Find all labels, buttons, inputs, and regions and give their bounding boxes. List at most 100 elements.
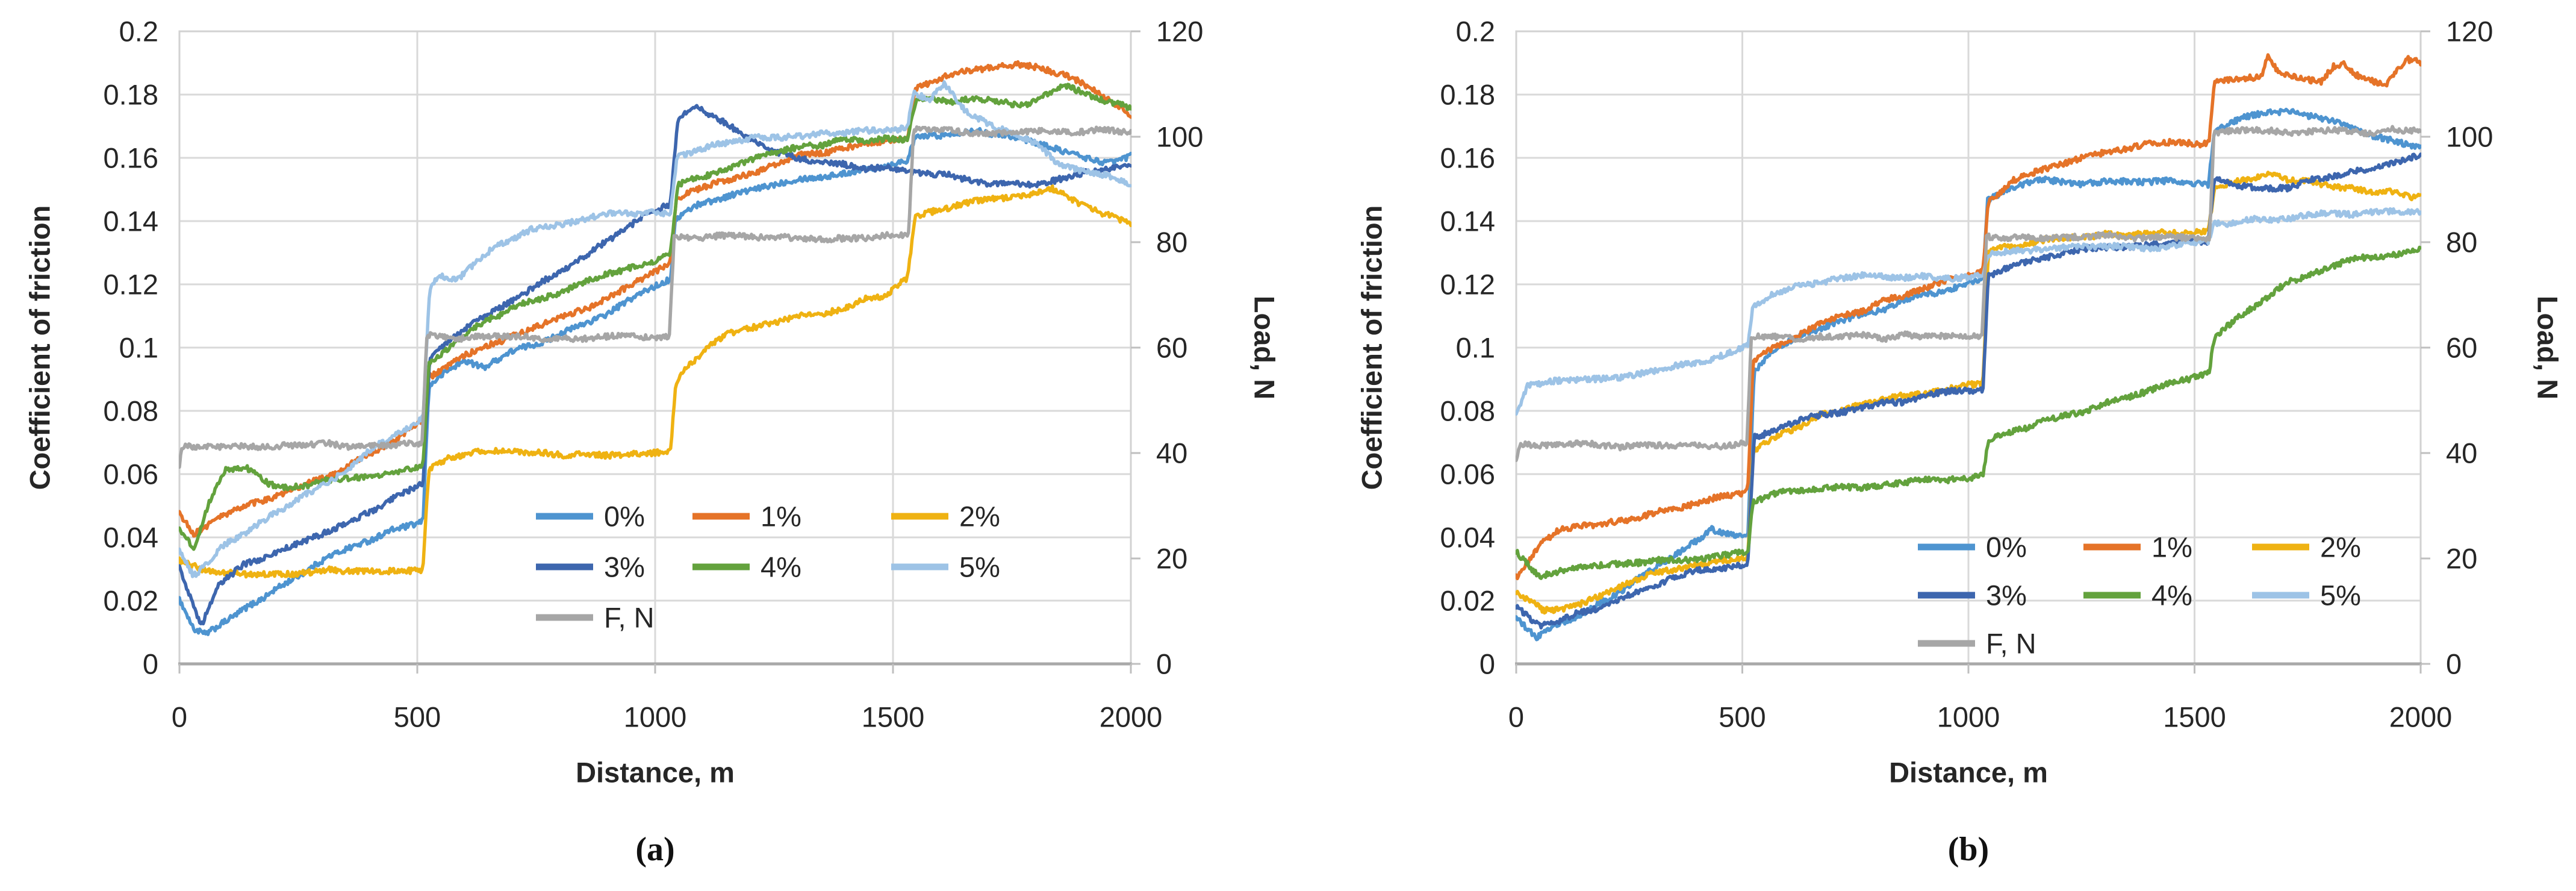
y-right-axis-title: Load, N	[2532, 296, 2564, 399]
legend-item-0%: 0%	[1918, 531, 2027, 563]
series-line-4%	[1516, 245, 2421, 580]
x-tick-label: 1500	[862, 701, 925, 733]
y-left-tick-label: 0.08	[104, 395, 158, 427]
legend-label: 4%	[2151, 580, 2192, 611]
y-left-tick-label: 0.04	[1440, 522, 1495, 554]
y-right-tick-label: 40	[1156, 437, 1187, 469]
y-right-tick-label: 80	[1156, 227, 1187, 258]
x-tick-label: 500	[1719, 701, 1766, 733]
legend-label: 2%	[2320, 531, 2361, 563]
y-left-tick-label: 0.06	[104, 458, 158, 490]
legend-label: F, N	[604, 602, 655, 634]
legend-label: 3%	[604, 551, 645, 583]
x-tick-label: 2000	[1100, 701, 1163, 733]
legend: 0% 1% 2% 3% 4% 5% F, N	[536, 501, 1000, 634]
series-line-5%	[1516, 207, 2421, 416]
legend-label: 5%	[959, 551, 1000, 583]
x-tick-label: 2000	[2389, 701, 2453, 733]
legend-label: 1%	[761, 501, 801, 533]
y-left-tick-label: 0.12	[1440, 269, 1495, 301]
x-tick-label: 1000	[624, 701, 687, 733]
y-right-tick-label: 100	[2446, 121, 2493, 153]
x-axis-title: Distance, m	[576, 757, 735, 789]
axis-ticks	[1515, 30, 2430, 674]
legend-item-0%: 0%	[536, 501, 645, 533]
legend-item-5%: 5%	[891, 551, 1000, 583]
y-left-tick-label: 0.1	[1456, 332, 1495, 364]
legend-label: 3%	[1986, 580, 2027, 611]
y-left-tick-label: 0.1	[119, 332, 158, 364]
chart-panel-b: 0 0.02 0.04 0.06 0.08 0.1 0.12 0.14 0.16 0.18 0.2 0…	[1288, 0, 2576, 891]
series-line-FN	[179, 125, 1131, 469]
x-tick-label: 0	[1508, 701, 1524, 733]
chart-a-canvas: 0 0.02 0.04 0.06 0.08 0.1 0.12 0.14 0.16 0.18 0.2 0…	[24, 16, 1281, 789]
legend-label: 0%	[604, 501, 645, 533]
y-right-axis-title: Load, N	[1249, 296, 1281, 399]
legend-item-2%: 2%	[891, 501, 1000, 533]
legend-item-5%: 5%	[2252, 580, 2361, 611]
legend-item-FN: F, N	[1918, 628, 2036, 660]
legend-item-FN: F, N	[536, 602, 655, 634]
y-left-axis-title: Coefficient of friction	[24, 205, 56, 490]
y-right-tick-label: 0	[2446, 648, 2462, 680]
x-tick-label: 500	[394, 701, 441, 733]
y-left-tick-label: 0.16	[1440, 142, 1495, 174]
legend-item-2%: 2%	[2252, 531, 2361, 563]
y-left-tick-label: 0.2	[119, 16, 158, 48]
series-group	[1516, 53, 2421, 642]
axis-ticks	[178, 30, 1140, 674]
y-right-tick-label: 100	[1156, 121, 1203, 153]
caption-a: (a)	[635, 831, 675, 868]
y-left-tick-label: 0.04	[104, 522, 158, 554]
y-left-tick-label: 0.14	[104, 205, 158, 237]
legend-label: 1%	[2151, 531, 2192, 563]
y-left-tick-label: 0.02	[104, 585, 158, 617]
chart-panel-a: 0 0.02 0.04 0.06 0.08 0.1 0.12 0.14 0.16 0.18 0.2 0…	[24, 16, 1281, 869]
legend-item-1%: 1%	[692, 501, 801, 533]
y-right-tick-label: 80	[2446, 227, 2477, 258]
y-left-tick-label: 0.08	[1440, 395, 1495, 427]
legend-label: 5%	[2320, 580, 2361, 611]
y-left-tick-label: 0	[143, 648, 158, 680]
y-right-tick-label: 0	[1156, 648, 1172, 680]
series-line-5%	[179, 80, 1131, 578]
y-right-tick-label: 20	[2446, 543, 2477, 575]
series-line-FN	[1516, 125, 2421, 462]
y-right-tick-label: 20	[1156, 543, 1187, 575]
series-line-2%	[179, 184, 1131, 579]
series-line-3%	[1516, 152, 2421, 630]
series-line-0%	[179, 127, 1131, 636]
y-left-tick-label: 0.2	[1456, 16, 1495, 48]
y-left-axis-title: Coefficient of friction	[1356, 205, 1388, 490]
chart-b-canvas: 0 0.02 0.04 0.06 0.08 0.1 0.12 0.14 0.16 0.18 0.2 0…	[1356, 16, 2564, 789]
y-left-tick-label: 0.18	[1440, 79, 1495, 111]
y-left-tick-label: 0.14	[1440, 205, 1495, 237]
legend-item-3%: 3%	[1918, 580, 2027, 611]
series-group	[179, 60, 1131, 636]
y-right-tick-label: 120	[2446, 16, 2493, 48]
series-line-2%	[1516, 170, 2421, 615]
y-right-tick-label: 120	[1156, 16, 1203, 48]
x-tick-label: 1000	[1937, 701, 2000, 733]
x-axis-title: Distance, m	[1889, 757, 2048, 789]
y-left-tick-label: 0.02	[1440, 585, 1495, 617]
y-right-tick-label: 60	[1156, 332, 1187, 364]
y-right-tick-label: 60	[2446, 332, 2477, 364]
y-left-tick-label: 0.18	[104, 79, 158, 111]
legend-label: 0%	[1986, 531, 2027, 563]
legend-item-1%: 1%	[2083, 531, 2192, 563]
y-right-tick-label: 40	[2446, 437, 2477, 469]
x-tick-label: 0	[172, 701, 187, 733]
legend-item-4%: 4%	[2083, 580, 2192, 611]
y-left-tick-label: 0.16	[104, 142, 158, 174]
series-line-4%	[179, 83, 1131, 551]
y-left-tick-label: 0	[1479, 648, 1495, 680]
caption-b: (b)	[1947, 831, 1990, 868]
legend-label: 4%	[761, 551, 801, 583]
series-line-0%	[1516, 107, 2421, 642]
legend-label: F, N	[1986, 628, 2036, 660]
legend-item-4%: 4%	[692, 551, 801, 583]
legend-label: 2%	[959, 501, 1000, 533]
x-tick-label: 1500	[2163, 701, 2226, 733]
